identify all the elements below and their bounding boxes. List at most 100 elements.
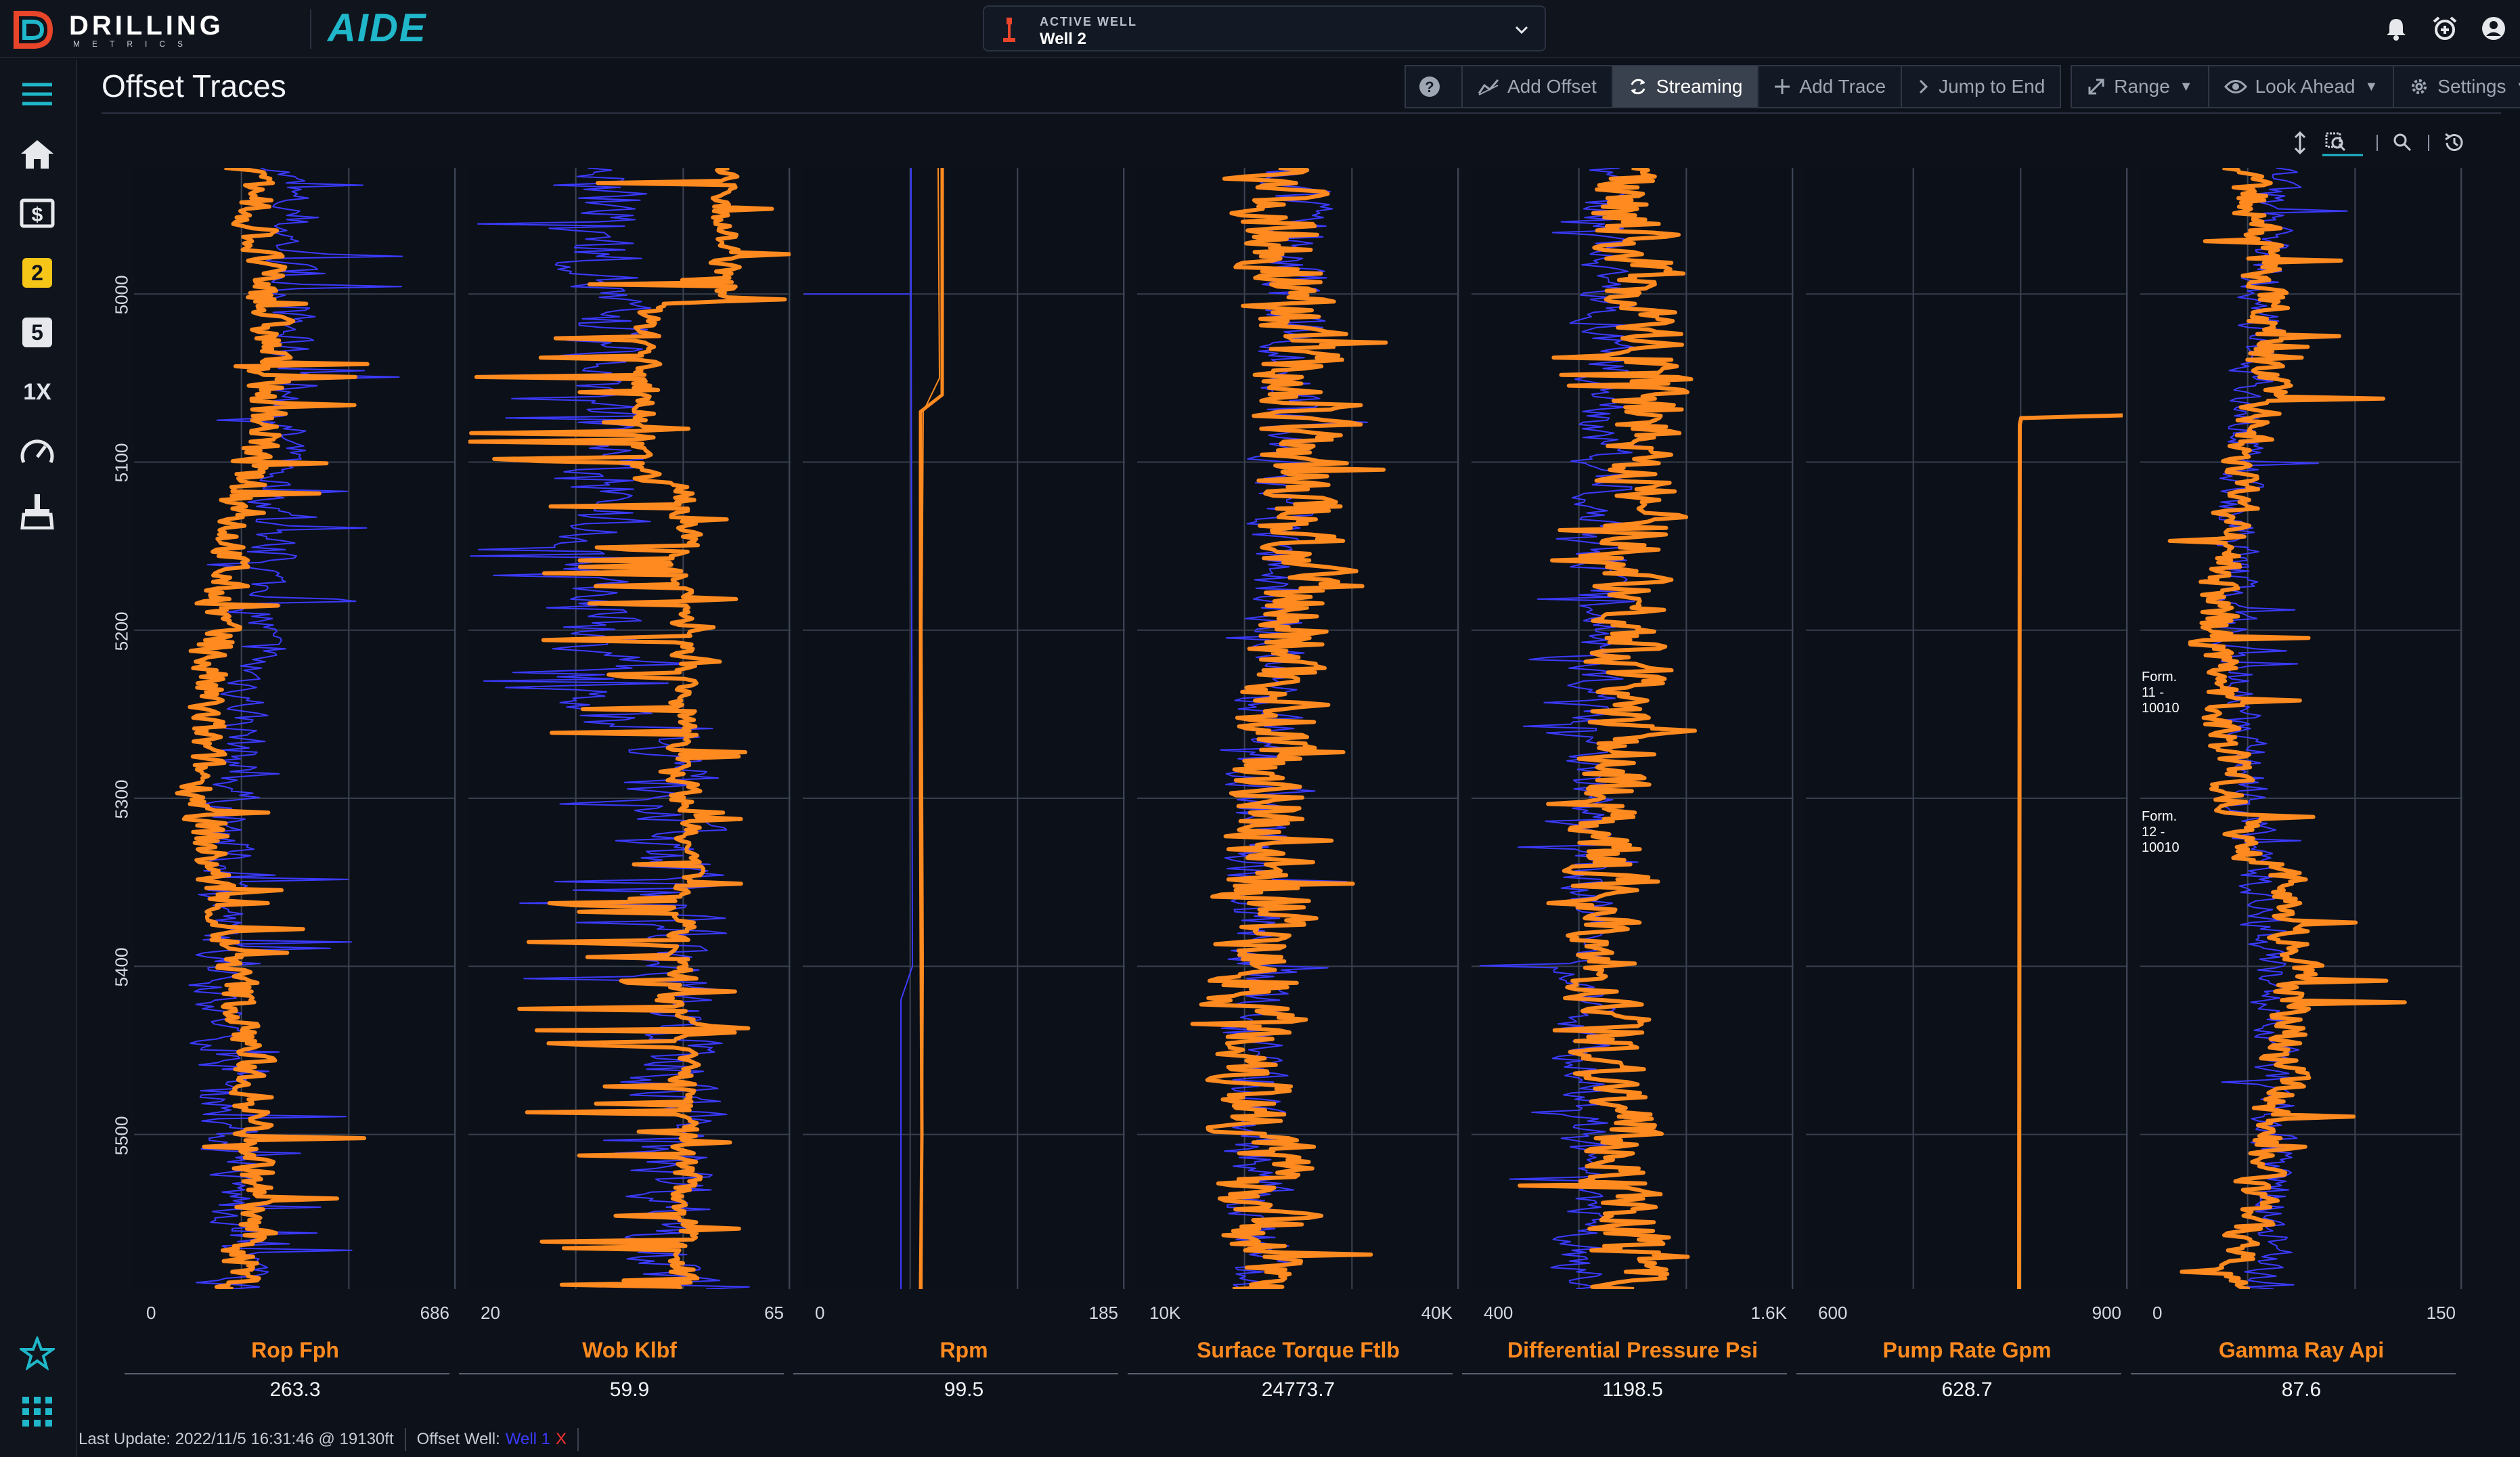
- toolbar: ? Add Offset Streaming Add Trace Jump to…: [1405, 65, 2520, 108]
- trace-track[interactable]: [803, 168, 1125, 1289]
- trace-name[interactable]: Pump Rate Gpm: [1882, 1338, 2052, 1362]
- caret-down-icon: ▼: [2179, 79, 2193, 94]
- home-icon[interactable]: [16, 133, 58, 175]
- trace-name[interactable]: Rpm: [940, 1338, 988, 1362]
- axis-max-label: 40K: [1421, 1303, 1453, 1323]
- active-well-trace: [919, 168, 944, 1289]
- depth-tick-label: 5000: [111, 275, 132, 315]
- chart-line-icon: [1478, 79, 1499, 95]
- history-icon[interactable]: [2443, 131, 2466, 154]
- bell-icon[interactable]: [2383, 15, 2410, 42]
- trace-name[interactable]: Rop Fph: [251, 1338, 339, 1362]
- trace-divider: [125, 1373, 449, 1374]
- axis-max-label: 686: [420, 1303, 449, 1323]
- offset-well-label: Offset Well:: [416, 1430, 500, 1448]
- help-button[interactable]: ?: [1405, 65, 1463, 108]
- sync-icon: [1631, 79, 1645, 95]
- brand-subtitle: METRICS: [73, 39, 195, 49]
- axis-min-label: 0: [815, 1303, 825, 1323]
- help-icon: ?: [1419, 77, 1440, 97]
- trace-name[interactable]: Gamma Ray Api: [2218, 1338, 2385, 1362]
- favorites-star-icon[interactable]: [16, 1332, 58, 1374]
- trace-track[interactable]: [1806, 168, 2128, 1289]
- zoom-select-icon[interactable]: [2322, 129, 2363, 156]
- chevron-right-icon: [1920, 79, 1928, 94]
- drilling-rig-icon: [1003, 18, 1015, 42]
- eye-icon: [2224, 80, 2247, 93]
- trace-current-value: 99.5: [944, 1378, 984, 1401]
- active-well-name: Well 2: [1040, 30, 1086, 48]
- caret-down-icon: ▼: [2364, 79, 2379, 94]
- depth-tick-label: 5100: [111, 443, 132, 483]
- active-well-trace: [1518, 168, 1697, 1289]
- active-well-trace: [1190, 168, 1388, 1289]
- title-divider: [102, 112, 2501, 114]
- trace-current-value: 263.3: [269, 1378, 321, 1401]
- zoom-reset-icon[interactable]: [2391, 131, 2414, 154]
- trace-track[interactable]: [1137, 168, 1459, 1289]
- chevron-down-icon: [1515, 26, 1528, 35]
- offset-well-link[interactable]: Well 1: [505, 1430, 551, 1448]
- axis-min-label: 0: [146, 1303, 156, 1323]
- look-ahead-dropdown[interactable]: Look Ahead ▼: [2207, 65, 2395, 108]
- axis-max-label: 900: [2092, 1303, 2121, 1323]
- axis-max-label: 150: [2426, 1303, 2456, 1323]
- trace-plot: [2140, 168, 2462, 1289]
- add-trace-button[interactable]: Add Trace: [1757, 65, 1903, 108]
- depth-tick-label: 5500: [111, 1116, 132, 1155]
- expand-arrows-icon: [2088, 79, 2104, 95]
- trace-track[interactable]: [468, 168, 791, 1289]
- offset-well-trace: [1220, 168, 1368, 1289]
- jump-to-end-button[interactable]: Jump to End: [1901, 65, 2062, 108]
- active-well-trace: [2017, 413, 2123, 1289]
- trace-track[interactable]: [2140, 168, 2462, 1289]
- offset-well-trace-light: [921, 168, 940, 1289]
- trace-current-value: 1198.5: [1602, 1378, 1663, 1401]
- trace-current-value: 24773.7: [1261, 1378, 1335, 1401]
- apps-grid-icon[interactable]: [16, 1391, 58, 1433]
- trace-divider: [459, 1373, 784, 1374]
- drilling-metrics-logo-mark: [14, 11, 53, 49]
- trace-current-value: 59.9: [609, 1378, 650, 1401]
- active-well-selector[interactable]: ACTIVE WELL Well 2: [983, 5, 1546, 51]
- add-offset-button[interactable]: Add Offset: [1461, 65, 1613, 108]
- trace-divider: [1796, 1373, 2121, 1374]
- trace-name[interactable]: Differential Pressure Psi: [1507, 1338, 1758, 1362]
- trace-track[interactable]: [1472, 168, 1794, 1289]
- gear-icon: [2412, 79, 2427, 94]
- range-dropdown[interactable]: Range ▼: [2071, 65, 2209, 108]
- vertical-resize-icon[interactable]: [2291, 131, 2309, 155]
- user-account-icon[interactable]: [2480, 15, 2507, 42]
- svg-text:$: $: [32, 204, 43, 226]
- alarm-clock-add-icon[interactable]: [2431, 15, 2458, 42]
- formation-marker-label: Form. 11 - 10010: [2142, 670, 2180, 716]
- sidebar: $ 2 5 1X: [0, 60, 77, 1457]
- axis-max-label: 1.6K: [1750, 1303, 1788, 1323]
- formation-marker-label: Form. 12 - 10010: [2142, 809, 2180, 856]
- status-bar: Last Update: 2022/11/5 16:31:46 @ 19130f…: [79, 1422, 2520, 1457]
- cost-icon[interactable]: $: [16, 192, 58, 234]
- axis-min-label: 400: [1484, 1303, 1513, 1323]
- axis-min-label: 10K: [1149, 1303, 1181, 1323]
- active-well-trace: [175, 168, 370, 1289]
- trace-name[interactable]: Surface Torque Ftlb: [1197, 1338, 1400, 1362]
- menu-hamburger-icon[interactable]: [16, 73, 58, 115]
- rig-broom-icon[interactable]: [16, 490, 58, 532]
- gauge-icon[interactable]: [16, 431, 58, 473]
- streaming-toggle-button[interactable]: Streaming: [1611, 65, 1759, 108]
- axis-min-label: 0: [2152, 1303, 2163, 1323]
- trace-track[interactable]: [134, 168, 456, 1289]
- settings-dropdown[interactable]: Settings ▼: [2393, 65, 2520, 108]
- top-bar: DRILLING METRICS AIDE ACTIVE WELL Well 2: [0, 0, 2520, 58]
- page-title: Offset Traces: [102, 68, 286, 104]
- remove-offset-well-button[interactable]: X: [556, 1430, 567, 1448]
- offset-well-trace: [188, 168, 403, 1289]
- trace-divider: [2131, 1373, 2456, 1374]
- sidebar-badge-5[interactable]: 5: [16, 311, 58, 353]
- playback-speed[interactable]: 1X: [23, 378, 51, 405]
- caret-down-icon: ▼: [2515, 79, 2520, 95]
- sidebar-badge-2[interactable]: 2: [16, 252, 58, 294]
- drilling-metrics-logo[interactable]: DRILLING METRICS: [12, 7, 242, 51]
- trace-plot: [1806, 168, 2128, 1289]
- trace-name[interactable]: Wob Klbf: [582, 1338, 677, 1362]
